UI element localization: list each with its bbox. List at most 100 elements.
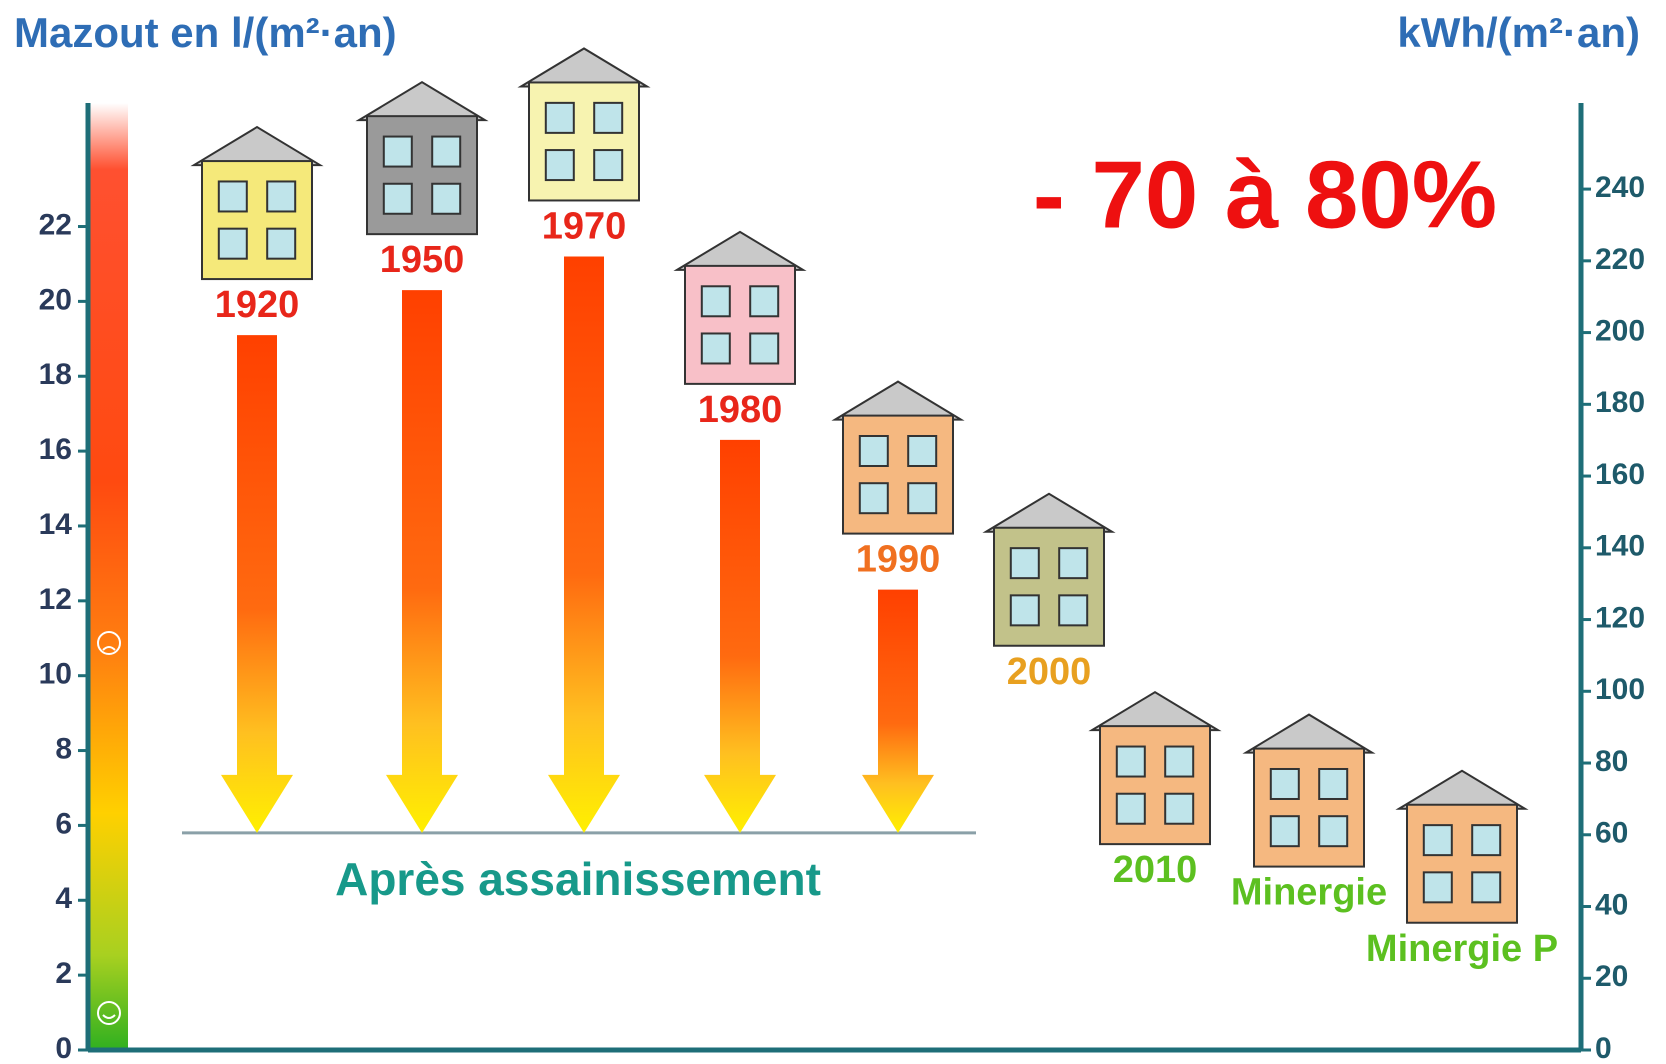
window <box>217 227 248 260</box>
category-label: 2000 <box>1007 651 1092 693</box>
window <box>858 482 889 515</box>
window <box>907 435 938 468</box>
y2-tick-label: 100 <box>1595 673 1645 706</box>
window <box>1471 871 1502 904</box>
building: 1980 <box>673 230 807 833</box>
scale-bar <box>90 103 128 1050</box>
arrow <box>221 335 293 833</box>
window <box>266 180 297 213</box>
window <box>217 180 248 213</box>
y-tick-label: 4 <box>55 882 72 915</box>
house-body <box>993 526 1105 647</box>
window <box>1269 767 1300 800</box>
window <box>1422 871 1453 904</box>
building: 2000 <box>982 492 1116 693</box>
arrow <box>548 256 620 833</box>
y-tick-label: 10 <box>39 658 72 691</box>
building: 2010 <box>1088 690 1222 891</box>
renovated-label: Après assainissement <box>335 853 821 905</box>
window <box>907 482 938 515</box>
house-roof <box>190 125 324 167</box>
window <box>382 182 413 215</box>
window <box>1471 824 1502 857</box>
window <box>1058 594 1089 627</box>
house-roof <box>673 230 807 271</box>
y2-tick-label: 120 <box>1595 601 1645 634</box>
building: 1950 <box>355 80 489 833</box>
y2-tick-label: 40 <box>1595 888 1628 921</box>
house-body <box>1253 747 1365 868</box>
arrow <box>704 439 776 833</box>
window <box>544 149 575 182</box>
category-label: 1970 <box>542 205 627 247</box>
building: Minergie P <box>1366 769 1558 970</box>
window <box>1058 547 1089 580</box>
window <box>700 332 731 365</box>
y2-tick-label: 200 <box>1595 314 1645 347</box>
y-tick-label: 20 <box>39 283 72 316</box>
window <box>1422 824 1453 857</box>
window <box>1269 815 1300 848</box>
window <box>266 227 297 260</box>
y-tick-label: 16 <box>39 433 72 466</box>
window <box>431 135 462 168</box>
y2-tick-label: 80 <box>1595 745 1628 778</box>
y-tick-label: 22 <box>39 208 72 241</box>
y2-tick-label: 60 <box>1595 817 1628 850</box>
window <box>544 101 575 134</box>
y2-tick-label: 160 <box>1595 458 1645 491</box>
house-roof <box>982 492 1116 533</box>
house-roof <box>1088 690 1222 732</box>
y-tick-label: 2 <box>55 957 72 990</box>
window <box>749 332 780 365</box>
building: 1920 <box>190 125 324 833</box>
house-body <box>842 414 954 535</box>
category-label: 2010 <box>1113 849 1198 891</box>
window <box>1115 792 1146 825</box>
window <box>1318 815 1349 848</box>
building: 1990 <box>831 380 965 833</box>
house-body <box>528 81 640 202</box>
window <box>1115 745 1146 778</box>
y2-tick-label: 220 <box>1595 243 1645 276</box>
window <box>1009 547 1040 580</box>
category-label: 1980 <box>698 389 783 431</box>
window <box>858 435 889 468</box>
window <box>382 135 413 168</box>
window <box>1164 792 1195 825</box>
y2-tick-label: 140 <box>1595 530 1645 563</box>
window <box>593 149 624 182</box>
y-tick-label: 18 <box>39 358 72 391</box>
house-body <box>201 160 313 281</box>
house-body <box>366 115 478 236</box>
category-label: Minergie <box>1231 872 1387 914</box>
y2-tick-label: 240 <box>1595 171 1645 204</box>
faces <box>97 631 121 1025</box>
right-axis-title: kWh/(m²·an) <box>1397 9 1640 56</box>
y-tick-label: 6 <box>55 807 72 840</box>
y-tick-label: 0 <box>55 1032 72 1064</box>
house-body <box>684 264 796 385</box>
building: 1970 <box>517 47 651 833</box>
window <box>1318 767 1349 800</box>
left-axis-title: Mazout en l/(m²·an) <box>14 9 397 56</box>
category-label: 1920 <box>215 284 300 326</box>
window <box>700 285 731 318</box>
arrow <box>386 290 458 833</box>
category-label: Minergie P <box>1366 928 1558 970</box>
window <box>1009 594 1040 627</box>
y2-tick-label: 180 <box>1595 386 1645 419</box>
house-roof <box>1395 769 1529 810</box>
house-body <box>1406 803 1518 924</box>
house-body <box>1099 725 1211 846</box>
house-roof <box>1242 713 1376 754</box>
annotation: - 70 à 80% <box>1033 141 1497 248</box>
house-roof <box>355 80 489 122</box>
window <box>1164 745 1195 778</box>
category-label: 1990 <box>856 539 941 581</box>
window <box>593 101 624 134</box>
y-tick-label: 12 <box>39 583 72 616</box>
window <box>749 285 780 318</box>
window <box>431 182 462 215</box>
